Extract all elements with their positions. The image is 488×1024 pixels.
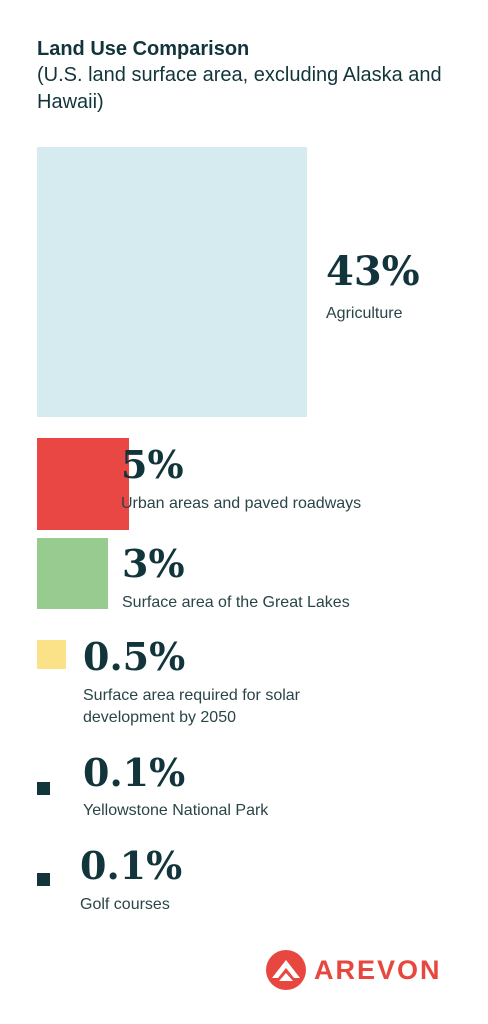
brand-logo: AREVON xyxy=(266,950,442,990)
chart-title: Land Use Comparison xyxy=(37,38,250,60)
area-square-5 xyxy=(37,782,50,795)
value-label-5: 0.1% xyxy=(83,750,185,795)
value-label-3: 3% xyxy=(122,541,185,586)
arevon-logo-icon xyxy=(266,950,306,990)
logo-text: AREVON xyxy=(314,954,442,985)
area-square-1 xyxy=(37,147,307,417)
value-label-6: 0.1% xyxy=(80,843,182,888)
value-label-2: 5% xyxy=(121,442,184,487)
category-label-4: Surface area required for solar xyxy=(83,687,301,704)
category-label-1: Agriculture xyxy=(326,305,403,322)
chart-header: Land Use Comparison (U.S. land surface a… xyxy=(37,36,467,116)
category-label-4: development by 2050 xyxy=(83,709,236,726)
category-label-2: Urban areas and paved roadways xyxy=(121,495,361,512)
area-square-4 xyxy=(37,640,66,669)
category-label-3: Surface area of the Great Lakes xyxy=(122,594,350,611)
category-label-5: Yellowstone National Park xyxy=(83,802,269,819)
value-label-1: 43% xyxy=(326,248,420,295)
area-square-6 xyxy=(37,873,50,886)
area-square-3 xyxy=(37,538,108,609)
chart-subtitle: (U.S. land surface area, excluding Alask… xyxy=(37,64,442,113)
value-label-4: 0.5% xyxy=(83,634,185,679)
area-square-2 xyxy=(37,438,129,530)
category-label-6: Golf courses xyxy=(80,896,170,913)
